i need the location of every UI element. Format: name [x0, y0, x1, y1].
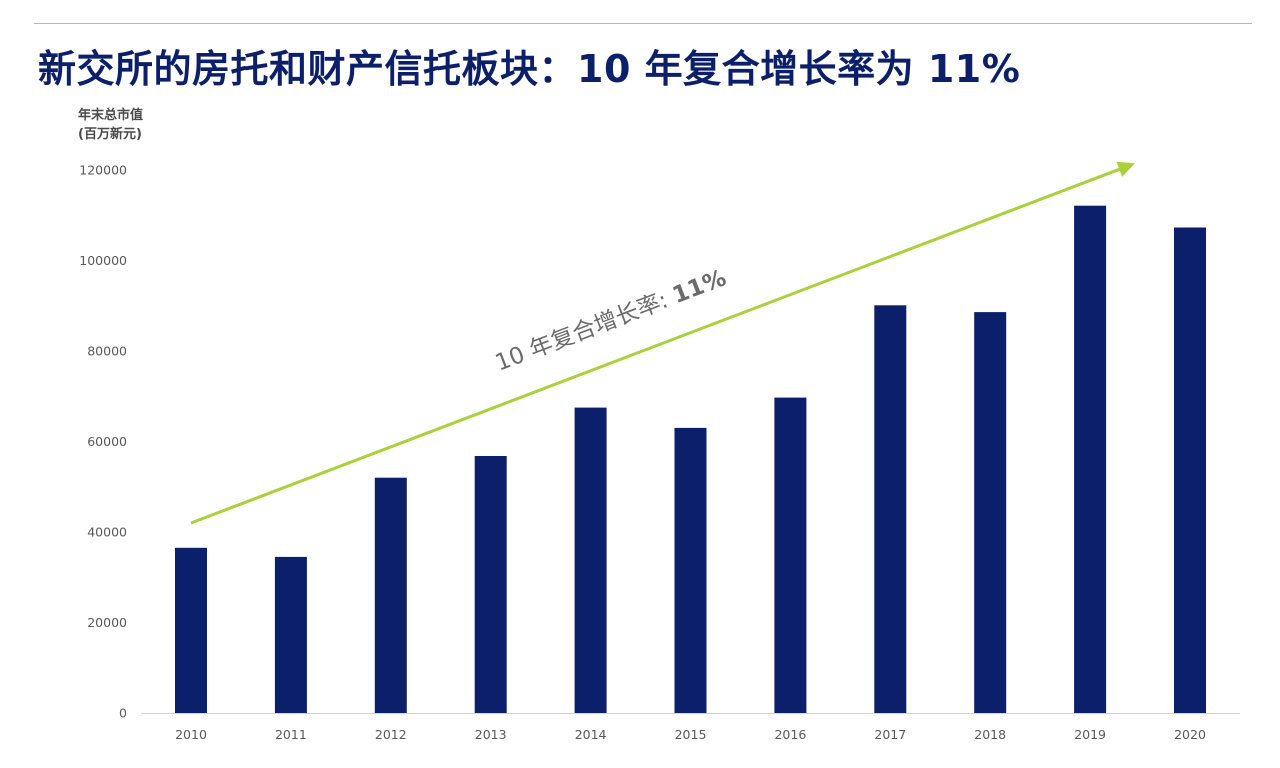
y-tick-label: 120000 — [79, 163, 127, 178]
x-tick-label: 2019 — [1074, 727, 1106, 742]
y-tick-label: 100000 — [79, 253, 127, 268]
growth-arrow-line — [190, 167, 1120, 525]
slide-title: 新交所的房托和财产信托板块：10 年复合增长率为 11% — [38, 47, 1021, 91]
y-tick-label: 60000 — [87, 434, 127, 449]
bar-2017 — [874, 305, 907, 713]
x-tick-label: 2011 — [275, 727, 307, 742]
x-tick-label: 2016 — [774, 727, 806, 742]
bar-2015 — [674, 427, 707, 713]
bar-2019 — [1074, 205, 1107, 713]
bar-2014 — [574, 407, 607, 713]
bar-2020 — [1174, 227, 1206, 713]
x-tick-label: 2013 — [475, 727, 507, 742]
bar-2011 — [274, 556, 307, 713]
x-tick-label: 2020 — [1174, 727, 1206, 742]
growth-label-prefix: 10 年复合增长率: — [492, 285, 678, 377]
x-tick-label: 2010 — [175, 727, 207, 742]
y-tick-label: 80000 — [87, 344, 127, 359]
x-tick-label: 2018 — [974, 727, 1006, 742]
x-tick-label: 2014 — [575, 727, 607, 742]
x-tick-label: 2012 — [375, 727, 407, 742]
growth-label-value: 11% — [669, 265, 730, 309]
bar-2010 — [175, 547, 207, 713]
bar-2013 — [474, 456, 507, 713]
y-tick-label: 0 — [119, 706, 127, 721]
y-axis-title-line-2: (百万新元) — [78, 127, 142, 142]
axes: 2010 2011 2012 2013 2014 2015 2016 2017 2018 2019… — [79, 163, 1240, 742]
y-tick-label: 20000 — [87, 615, 127, 630]
bar-2012 — [374, 477, 407, 713]
bars — [175, 205, 1206, 713]
y-axis-title: 年末总市值 (百万新元) — [78, 106, 143, 144]
bar-2018 — [974, 312, 1007, 713]
growth-annotation-label: 10 年复合增长率: 11% — [492, 265, 730, 376]
growth-arrow-head — [1116, 161, 1136, 177]
bar-2016 — [774, 397, 807, 713]
y-axis-title-line-1: 年末总市值 — [78, 108, 144, 123]
top-divider — [34, 23, 1252, 24]
y-tick-label: 40000 — [87, 525, 127, 540]
x-tick-label: 2017 — [874, 727, 906, 742]
x-tick-label: 2015 — [675, 727, 707, 742]
